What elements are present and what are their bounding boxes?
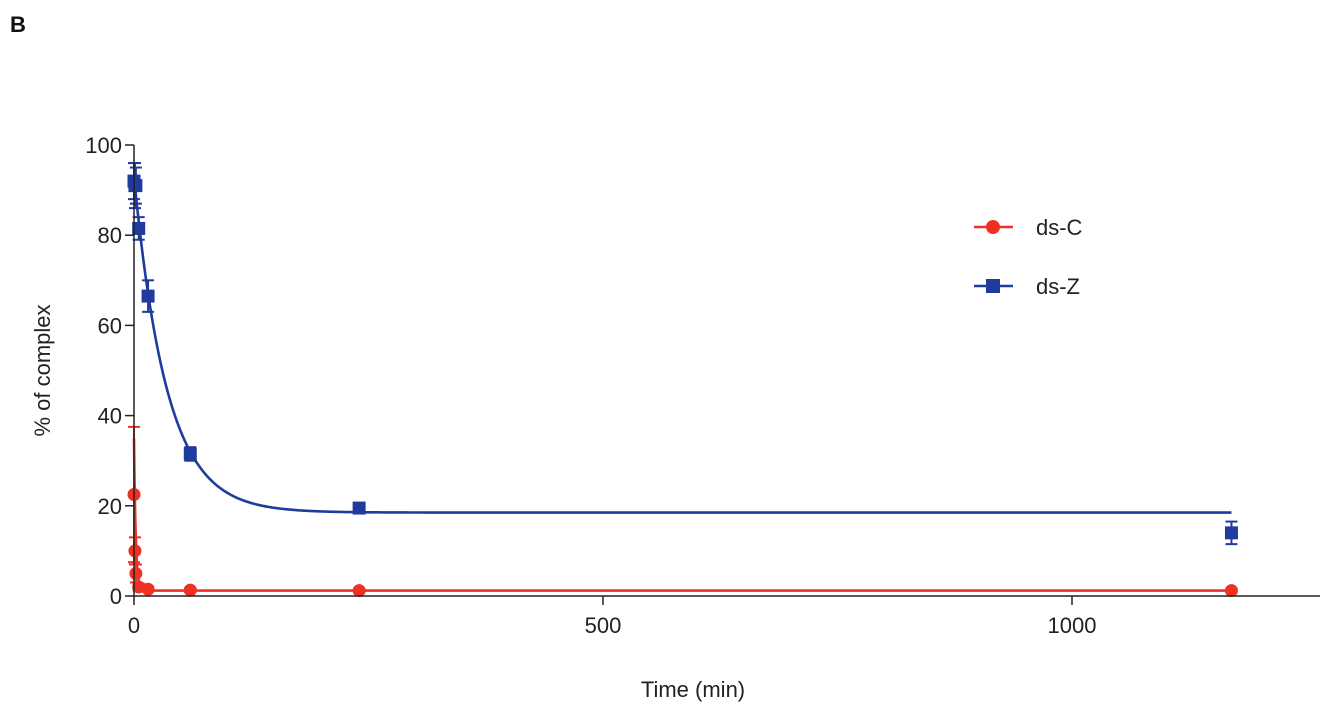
- data-point-ds-C: [183, 583, 197, 597]
- x-tick-label: 500: [585, 613, 622, 638]
- data-point-ds-Z: [183, 447, 197, 461]
- y-tick-label: 0: [110, 584, 122, 609]
- data-point-ds-Z: [352, 501, 366, 515]
- y-tick-label: 20: [98, 494, 122, 519]
- legend-item-ds-Z: ds-Z: [974, 274, 1080, 299]
- y-tick-label: 40: [98, 404, 122, 429]
- x-tick-label: 0: [128, 613, 140, 638]
- legend-item-ds-C: ds-C: [974, 215, 1083, 240]
- y-tick-label: 100: [85, 133, 122, 158]
- legend: ds-C ds-Z: [974, 215, 1083, 299]
- data-point-ds-Z: [132, 221, 146, 235]
- legend-label: ds-C: [1036, 215, 1083, 240]
- y-axis-title: % of complex: [30, 304, 55, 436]
- series-ds-Z: [127, 162, 1238, 546]
- data-point-ds-Z: [141, 289, 155, 303]
- data-point-ds-C: [128, 544, 142, 558]
- x-tick-label: 1000: [1048, 613, 1097, 638]
- fit-curve-ds-C: [132, 438, 1232, 592]
- fit-curve-ds-Z: [132, 176, 1232, 514]
- data-point-ds-C: [129, 566, 143, 580]
- data-point-ds-C: [1224, 584, 1238, 598]
- data-point-ds-C: [352, 584, 366, 598]
- legend-marker: [986, 279, 1000, 293]
- legend-label: ds-Z: [1036, 274, 1080, 299]
- y-tick-label: 80: [98, 223, 122, 248]
- data-point-ds-Z: [1224, 526, 1238, 540]
- data-point-ds-Z: [129, 179, 143, 193]
- data-point-ds-C: [141, 582, 155, 596]
- x-axis-title: Time (min): [641, 677, 745, 702]
- panel-label: B: [10, 12, 26, 37]
- legend-marker: [986, 220, 1000, 234]
- plot-area: [127, 162, 1238, 598]
- series-ds-C: [127, 425, 1238, 598]
- y-tick-label: 60: [98, 313, 122, 338]
